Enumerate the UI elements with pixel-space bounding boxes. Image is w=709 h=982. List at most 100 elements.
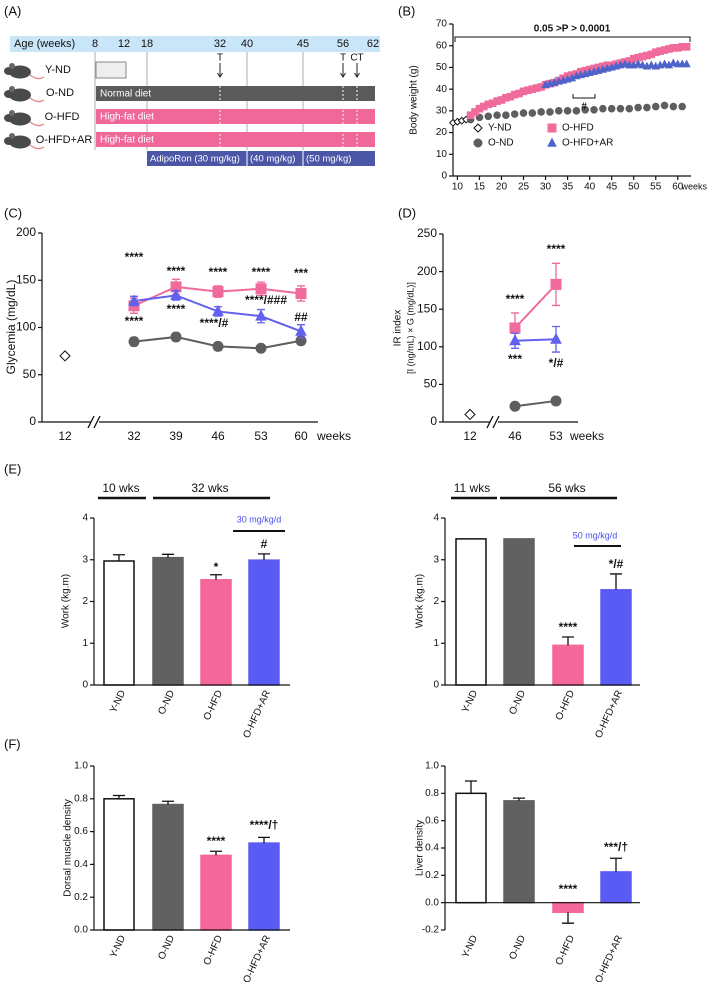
- y-tick-label: 0: [430, 414, 437, 428]
- annotation: */#: [549, 356, 564, 370]
- point: [550, 395, 562, 407]
- timepoint-arrow: [354, 63, 360, 78]
- y-tick-label: 2: [82, 596, 88, 607]
- bar: [552, 901, 584, 913]
- group-header: 11 wks: [454, 481, 490, 495]
- x-axis-label: weeks: [680, 181, 707, 191]
- point: [519, 109, 528, 117]
- annotation: ***: [294, 266, 308, 280]
- annotation: ****: [207, 834, 226, 848]
- series-line: [514, 399, 557, 408]
- y-tick-label: 4: [433, 513, 439, 524]
- legend-label: Y-ND: [488, 123, 512, 134]
- y-tick-label: 200: [16, 225, 36, 239]
- point: [625, 104, 634, 113]
- mouse-ear: [9, 133, 15, 139]
- y-tick-label: 0: [441, 171, 447, 182]
- treatment-label: AdipoRon (30 mg/kg): [150, 154, 240, 165]
- y-tick-label: 10: [436, 149, 448, 160]
- y-tick-label: 3: [433, 554, 439, 565]
- x-tick-label: Y-ND: [460, 689, 480, 715]
- y-tick-label: 3: [82, 554, 88, 565]
- bar: [600, 589, 632, 686]
- point: [554, 107, 563, 115]
- bar: [248, 559, 280, 686]
- y-tick-label: 100: [417, 339, 437, 353]
- legend-label: O-ND: [488, 138, 514, 149]
- y-axis-label: Liver density: [415, 820, 426, 876]
- y-tick-label: 0.4: [74, 859, 88, 870]
- legend-marker: [547, 123, 557, 133]
- annotation: ***/†: [604, 840, 628, 854]
- timepoint-label: CT: [350, 53, 363, 64]
- x-tick-label: O-ND: [507, 689, 528, 717]
- error-bar: [210, 850, 222, 856]
- point: [170, 288, 182, 300]
- annotation: ****: [167, 264, 186, 278]
- point: [464, 408, 476, 421]
- y-tick-label: 0.8: [425, 788, 439, 799]
- annotation: ***: [508, 352, 522, 366]
- point: [651, 102, 660, 111]
- point: [634, 103, 642, 112]
- point: [620, 59, 630, 68]
- y-tick-label: 1: [82, 638, 88, 649]
- x-tick-label: O-ND: [156, 689, 177, 717]
- error-bar: [113, 794, 125, 799]
- annotation: ****/###: [245, 293, 287, 307]
- y-tick-label: 100: [16, 320, 36, 334]
- x-tick-label: 45: [606, 182, 618, 193]
- y-tick-label: 70: [436, 19, 448, 30]
- y-tick-label: 0.0: [425, 897, 439, 908]
- annotation: ****/†: [250, 818, 279, 832]
- point: [563, 107, 572, 115]
- group-label: O-ND: [46, 87, 74, 99]
- point: [255, 283, 267, 295]
- point: [581, 105, 590, 114]
- point: [255, 342, 267, 354]
- point: [633, 59, 643, 68]
- y-tick-label: 0.0: [74, 925, 88, 936]
- timepoint-label: T: [340, 53, 346, 64]
- bar: [503, 800, 535, 904]
- treatment-label: (50 mg/kg): [306, 154, 351, 165]
- x-tick-label: 40: [584, 182, 596, 193]
- point: [484, 112, 493, 121]
- mouse-ear: [9, 86, 15, 92]
- y-tick-label: 50: [424, 377, 438, 391]
- panel-label: (D): [398, 205, 416, 220]
- point: [212, 340, 224, 352]
- annotation: ****: [559, 882, 578, 896]
- y-tick-label: 0.4: [425, 843, 439, 854]
- x-tick-label: 10: [452, 182, 464, 193]
- bracket: [454, 36, 691, 42]
- point: [669, 102, 678, 111]
- mouse-tail: [29, 74, 45, 80]
- point: [669, 58, 678, 67]
- annotation: */#: [609, 557, 624, 571]
- annotation: 0.05 >P > 0.0001: [534, 24, 611, 35]
- annotation: #: [261, 537, 268, 551]
- bar: [455, 792, 487, 904]
- x-tick-label: 60: [672, 182, 684, 193]
- y-tick-label: 150: [16, 272, 36, 286]
- annotation: ****: [167, 302, 186, 316]
- point: [599, 104, 607, 113]
- point: [682, 59, 691, 68]
- point: [255, 309, 267, 321]
- x-tick-label: O-HFD+AR: [241, 689, 273, 740]
- error-bar: [562, 912, 574, 924]
- treatment-label: (40 mg/kg): [250, 154, 295, 165]
- mouse-body: [9, 65, 31, 79]
- point: [550, 332, 562, 344]
- x-tick-label: Y-ND: [460, 934, 480, 960]
- error-bar: [610, 857, 622, 872]
- error-bar: [258, 836, 270, 844]
- annotation: ****: [547, 242, 566, 256]
- point: [510, 110, 519, 118]
- y-tick-label: 0.2: [74, 892, 88, 903]
- annotation: ****: [559, 620, 578, 634]
- series-line: [514, 283, 557, 329]
- point: [678, 102, 686, 111]
